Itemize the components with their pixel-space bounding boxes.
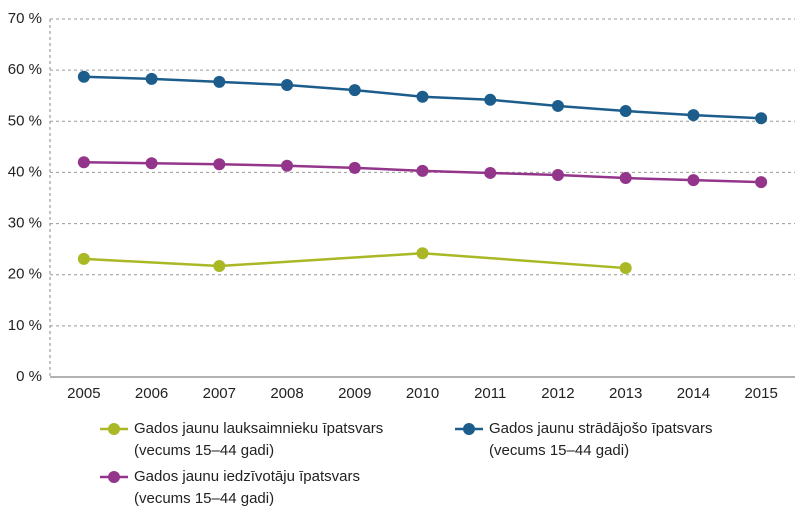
data-point xyxy=(145,157,158,170)
legend-label: Gados jaunu lauksaimnieku īpatsvars (vec… xyxy=(134,420,384,459)
x-tick-label: 2014 xyxy=(677,385,710,402)
series-line xyxy=(83,251,626,270)
data-point xyxy=(755,112,768,125)
data-point xyxy=(77,156,90,169)
x-tick-label: 2011 xyxy=(474,385,506,402)
x-tick-label: 2010 xyxy=(406,385,439,402)
x-tick-label: 2013 xyxy=(609,385,642,402)
chart: 0 % 10 % 20 % 30 % 40 % 50 % 60 % 70 % 2005 2006 2… xyxy=(8,10,795,402)
data-point xyxy=(551,99,564,112)
x-tick-label: 2015 xyxy=(744,385,777,402)
y-tick-label: 60 % xyxy=(8,61,42,78)
legend-dot xyxy=(463,423,475,435)
y-tick-label: 70 % xyxy=(8,10,42,27)
data-point xyxy=(687,109,700,122)
y-tick-label: 50 % xyxy=(8,112,42,129)
data-point xyxy=(281,78,294,91)
legend-marker xyxy=(100,423,128,435)
x-tick-label: 2012 xyxy=(541,385,574,402)
x-tick-label: 2009 xyxy=(338,385,371,402)
y-tick-label: 10 % xyxy=(8,317,42,334)
data-point xyxy=(416,247,429,260)
data-point xyxy=(755,176,768,189)
legend-dot xyxy=(108,423,120,435)
legend-label: Gados jaunu iedzīvotāju īpatsvars (vecum… xyxy=(134,468,360,507)
y-tick-label: 30 % xyxy=(8,215,42,232)
x-tick-label: 2008 xyxy=(270,385,303,402)
legend-label: Gados jaunu strādājošo īpatsvars (vecums… xyxy=(489,420,713,459)
data-point xyxy=(77,252,90,265)
y-tick-label: 20 % xyxy=(8,266,42,283)
data-point xyxy=(551,168,564,181)
data-point xyxy=(416,164,429,177)
legend-entry: Gados jaunu lauksaimnieku īpatsvars (vec… xyxy=(100,418,394,462)
data-point xyxy=(619,262,632,275)
data-point xyxy=(213,75,226,88)
data-point xyxy=(145,72,158,85)
data-point xyxy=(348,161,361,174)
legend-marker xyxy=(100,471,128,483)
legend-marker xyxy=(455,423,483,435)
y-tick-label: 40 % xyxy=(8,163,42,180)
data-point xyxy=(281,159,294,172)
data-point xyxy=(213,260,226,273)
legend-entry: Gados jaunu strādājošo īpatsvars (vecums… xyxy=(455,418,749,462)
x-tick-label: 2006 xyxy=(135,385,168,402)
data-point xyxy=(687,174,700,187)
y-tick-label: 0 % xyxy=(16,368,42,385)
data-point xyxy=(484,166,497,179)
data-point xyxy=(416,90,429,103)
x-tick-label: 2005 xyxy=(67,385,100,402)
data-point xyxy=(619,172,632,185)
data-point xyxy=(348,84,361,97)
x-tick-label: 2007 xyxy=(203,385,236,402)
legend-entry: Gados jaunu iedzīvotāju īpatsvars (vecum… xyxy=(100,466,394,510)
data-point xyxy=(619,105,632,118)
data-point xyxy=(484,93,497,106)
data-point xyxy=(213,158,226,171)
legend-dot xyxy=(108,471,120,483)
data-point xyxy=(77,70,90,83)
